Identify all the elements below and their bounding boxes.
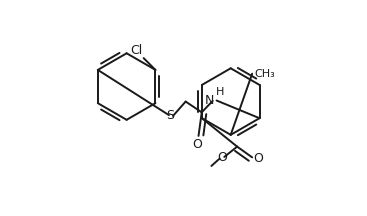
- Text: S: S: [167, 109, 175, 122]
- Text: CH₃: CH₃: [254, 69, 275, 79]
- Text: O: O: [217, 151, 227, 164]
- Text: H: H: [216, 87, 225, 97]
- Text: N: N: [204, 94, 214, 106]
- Text: Cl: Cl: [130, 44, 142, 57]
- Text: O: O: [253, 152, 263, 165]
- Text: O: O: [193, 138, 202, 151]
